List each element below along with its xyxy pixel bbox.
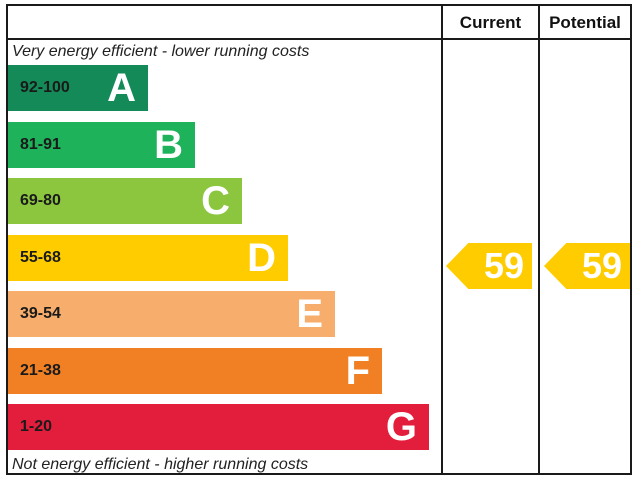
band-range-label: 1-20 bbox=[20, 418, 53, 435]
band-range-label: 21-38 bbox=[20, 362, 61, 379]
band-b: 81-91 B bbox=[8, 122, 195, 168]
band-letter: G bbox=[385, 405, 417, 449]
band-letter: D bbox=[247, 236, 276, 280]
band-letter: F bbox=[345, 349, 370, 393]
band-letter: C bbox=[201, 179, 230, 223]
top-caption: Very energy efficient - lower running co… bbox=[12, 43, 310, 60]
band-f: 21-38 F bbox=[8, 348, 382, 394]
band-range-label: 81-91 bbox=[20, 136, 61, 153]
band-letter: B bbox=[154, 123, 183, 167]
current-header: Current bbox=[459, 13, 522, 32]
band-e: 39-54 E bbox=[8, 291, 335, 337]
band-range-label: 92-100 bbox=[20, 79, 70, 96]
band-g: 1-20 G bbox=[8, 404, 429, 450]
header-divider bbox=[8, 38, 630, 40]
potential-header: Potential bbox=[549, 13, 621, 32]
band-letter: E bbox=[296, 292, 323, 336]
divider-current bbox=[441, 6, 443, 473]
rating-bands: 92-100 A 81-91 B 69-80 C 55-68 D 39-54 E 21-38 F 1-2… bbox=[8, 65, 429, 450]
band-range-label: 69-80 bbox=[20, 192, 61, 209]
potential-rating-value: 59 bbox=[581, 245, 622, 286]
band-d: 55-68 D bbox=[8, 235, 288, 281]
band-a: 92-100 A bbox=[8, 65, 148, 111]
divider-potential bbox=[538, 6, 540, 473]
epc-chart-frame: Current Potential bbox=[6, 4, 632, 475]
band-letter: A bbox=[107, 66, 136, 110]
band-c: 69-80 C bbox=[8, 178, 242, 224]
bottom-caption: Not energy efficient - higher running co… bbox=[12, 456, 309, 473]
current-rating-value: 59 bbox=[483, 245, 524, 286]
band-range-label: 55-68 bbox=[20, 249, 61, 266]
band-range-label: 39-54 bbox=[20, 305, 61, 322]
